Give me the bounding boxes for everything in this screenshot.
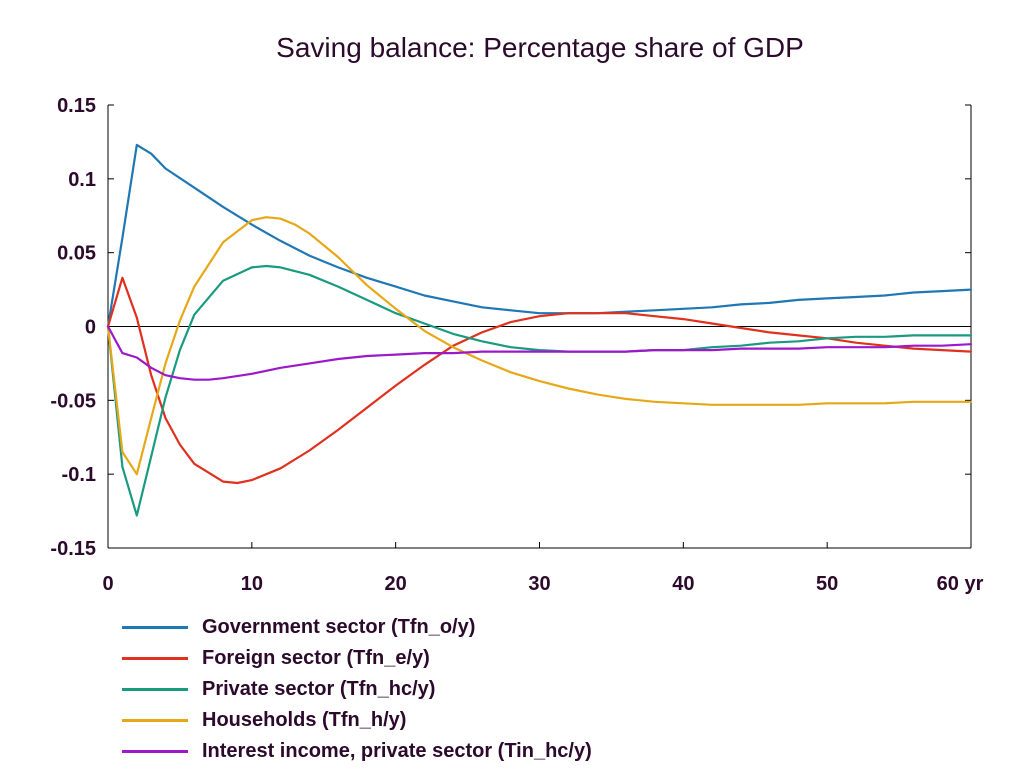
legend-item: Households (Tfn_h/y) [122,705,592,736]
x-tick-label: 0 [102,573,113,595]
chart-title: Saving balance: Percentage share of GDP [276,32,804,63]
x-tick-label: 40 [672,573,694,595]
series-line-5 [106,325,973,381]
x-tick-label: 50 [816,573,838,595]
y-tick-label: -0.15 [50,538,96,560]
legend-swatch [122,719,188,722]
legend-swatch [122,657,188,660]
legend-label: Households (Tfn_h/y) [202,709,407,731]
y-tick-label: -0.1 [62,464,96,486]
legend-swatch [122,688,188,691]
y-tick-label: 0 [85,317,96,339]
legend-label: Foreign sector (Tfn_e/y) [202,647,430,669]
chart-legend: Government sector (Tfn_o/y) Foreign secto… [122,612,592,767]
series-line-4 [106,216,973,476]
chart-axes: -0.15 -0.1 -0.05 0 0.05 0.1 0.15 0 10 20 30 40 50 60 … [50,95,983,595]
series-line-3 [106,264,973,517]
x-tick-label: 30 [528,573,550,595]
legend-item: Interest income, private sector (Tin_hc/… [122,736,592,767]
legend-item: Private sector (Tfn_hc/y) [122,674,592,705]
legend-swatch [122,750,188,753]
legend-item: Foreign sector (Tfn_e/y) [122,643,592,674]
x-tick-label: 20 [385,573,407,595]
series-line-2 [106,276,973,485]
x-tick-label: 60 yr [937,573,984,595]
y-tick-label: -0.05 [50,390,96,412]
legend-swatch [122,626,188,629]
line-chart: -0.15 -0.1 -0.05 0 0.05 0.1 0.15 0 10 20 30 40 50 60 … [50,95,983,595]
legend-item: Government sector (Tfn_o/y) [122,612,592,643]
legend-label: Interest income, private sector (Tin_hc/… [202,740,592,762]
legend-label: Government sector (Tfn_o/y) [202,616,476,638]
x-tick-label: 10 [241,573,263,595]
series-line-1 [106,143,973,328]
y-tick-label: 0.15 [57,95,96,117]
y-tick-label: 0.05 [57,243,96,265]
legend-label: Private sector (Tfn_hc/y) [202,678,436,700]
series-layer [106,143,973,517]
y-tick-label: 0.1 [68,169,96,191]
